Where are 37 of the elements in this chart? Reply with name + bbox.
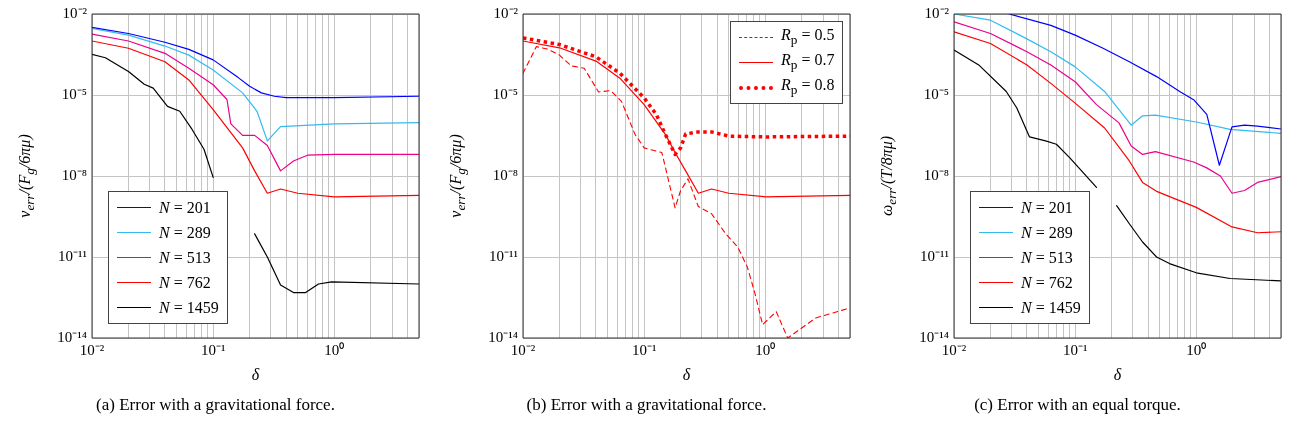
- y-tick-label: 10⁻¹¹: [489, 247, 518, 264]
- x-tick-label: 10⁻¹: [631, 341, 657, 358]
- x-tick-label: 10⁰: [1186, 341, 1207, 358]
- x-axis-title: δ: [1113, 366, 1122, 384]
- x-axis-title: δ: [682, 366, 691, 384]
- legend-label: R$_{p}$ = 0.7: [781, 51, 835, 74]
- x-tick-label: 10⁰: [755, 341, 776, 358]
- legend-label: R$_{p}$ = 0.8: [781, 76, 835, 99]
- legend-label: N = 201: [159, 198, 211, 217]
- y-tick-label: 10⁻⁸: [492, 166, 518, 183]
- text: (a) Error with a gravitational force.: [95, 395, 336, 415]
- legend-label: N = 513: [1021, 248, 1073, 267]
- x-tick-label: 10⁻¹: [200, 341, 226, 358]
- legend-label: N = 289: [1021, 223, 1073, 242]
- text: (c) Error with an equal torque.: [973, 395, 1182, 415]
- legend-label: N = 762: [1021, 273, 1073, 292]
- y-tick-label: 10⁻⁵: [923, 85, 949, 102]
- y-tick-label: 10⁻²: [924, 4, 950, 21]
- y-tick-label: 10⁻¹¹: [58, 247, 87, 264]
- x-tick-label: 10⁻¹: [1062, 341, 1088, 358]
- y-tick-label: 10⁻²: [493, 4, 519, 21]
- legend-label: R$_{p}$ = 0.5: [781, 26, 835, 49]
- legend-label: N = 1459: [1021, 298, 1081, 317]
- y-tick-label: 10⁻⁸: [923, 166, 949, 183]
- text: (b) Error with a gravitational force.: [525, 395, 768, 415]
- y-tick-label: 10⁻⁸: [61, 166, 87, 183]
- legend-label: N = 1459: [159, 298, 219, 317]
- x-tick-label: 10⁰: [324, 341, 345, 358]
- y-tick-label: 10⁻⁵: [492, 85, 518, 102]
- y-tick-label: 10⁻⁵: [61, 85, 87, 102]
- legend-label: N = 762: [159, 273, 211, 292]
- legend-label: N = 289: [159, 223, 211, 242]
- legend-label: N = 201: [1021, 198, 1073, 217]
- y-tick-label: 10⁻²: [62, 4, 88, 21]
- y-tick-label: 10⁻¹¹: [920, 247, 949, 264]
- x-axis-title: δ: [251, 366, 260, 384]
- legend-label: N = 513: [159, 248, 211, 267]
